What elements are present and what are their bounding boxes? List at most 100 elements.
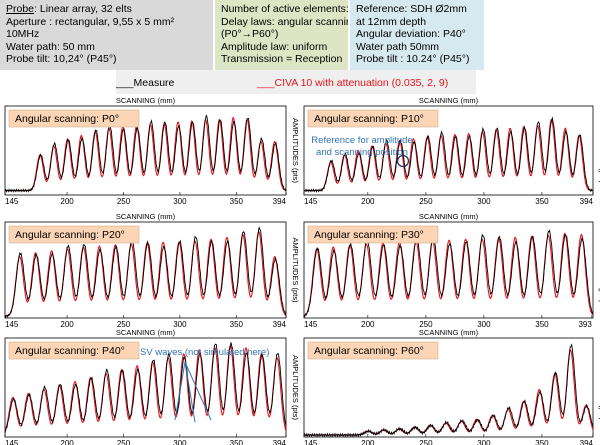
annotation-text: Reference for amplitude — [311, 135, 412, 146]
x-tick-label: 250 — [419, 197, 433, 206]
x-tick-label: 145 — [5, 439, 19, 445]
x-tick-label: 250 — [419, 439, 433, 445]
chart-panel: SCANNING (mm) AMPLITUDES (pts) 145 200 250 30… — [4, 212, 300, 329]
annotation-arrow — [184, 361, 196, 423]
chart-panel: SCANNING (mm) AMPLITUDES (pts) 145 200 250 30… — [303, 328, 600, 445]
chart-legend: ___Measure ___CIVA 10 with attenuation (… — [116, 70, 476, 94]
reference-line: Reference: SDH Ø2mm — [356, 3, 467, 15]
x-tick-label: 300 — [173, 197, 187, 206]
elements-info-box: Number of active elements: 32 Delay laws… — [215, 0, 348, 70]
x-tick-label: 145 — [5, 320, 19, 329]
reference-line: Water path 50mm — [356, 40, 440, 53]
panel-title: Angular scanning: P30° — [314, 229, 424, 241]
x-tick-label: 300 — [173, 320, 187, 329]
annotation-text: SV waves (not simulated here) — [140, 347, 269, 358]
y-axis-label: AMPLITUDES (pts) — [598, 237, 600, 303]
x-tick-label: 145 — [304, 320, 318, 329]
x-tick-label: 350 — [535, 197, 549, 206]
panel-title: Angular scanning: P40° — [15, 345, 125, 357]
x-tick-label: 300 — [477, 320, 491, 329]
annotation-arrow — [174, 361, 186, 421]
probe-label: Probe — [6, 3, 35, 15]
x-tick-label: 350 — [230, 439, 244, 445]
x-tick-label: 350 — [230, 197, 244, 206]
x-axis-label: SCANNING (mm) — [116, 328, 176, 337]
x-tick-label: 300 — [477, 439, 491, 445]
series-civa-curve — [4, 344, 287, 432]
elements-line: Number of active elements: 32 — [221, 3, 348, 15]
x-tick-label: 393 — [578, 320, 592, 329]
y-axis-label: AMPLITUDES (pts) — [598, 118, 600, 184]
legend-civa: ___CIVA 10 with attenuation (0.035, 2, 9… — [257, 77, 449, 89]
probe-line: 10MHz — [6, 28, 40, 41]
x-tick-label: 350 — [535, 439, 549, 445]
panel-title-box — [8, 225, 140, 244]
y-axis-label: AMPLITUDES (pts) — [291, 355, 300, 421]
x-tick-label: 145 — [304, 439, 318, 445]
series-measure-curve — [4, 114, 287, 193]
series-measure-curve — [303, 343, 594, 438]
panel-title: Angular scanning: P0° — [15, 113, 119, 125]
series-measure-curve — [303, 229, 594, 318]
x-tick-label: 200 — [60, 439, 74, 445]
x-axis-label: SCANNING (mm) — [116, 212, 176, 221]
annotation-text: and scanning position — [316, 147, 408, 158]
elements-line: Amplitude law: uniform — [221, 40, 328, 53]
probe-line: Aperture : rectangular, 9,55 x 5 mm² — [6, 15, 175, 28]
x-tick-label: 200 — [60, 197, 74, 206]
x-tick-label: 200 — [361, 197, 375, 206]
x-tick-label: 394 — [273, 439, 287, 445]
panel-title-box — [307, 225, 439, 244]
panel-title-box — [307, 341, 439, 360]
panel-title-box — [8, 109, 140, 128]
probe-line: Probe tilt: 10,24° (P45°) — [6, 53, 117, 66]
panel-title-box — [8, 341, 140, 360]
x-tick-label: 394 — [580, 197, 594, 206]
x-tick-label: 350 — [230, 320, 244, 329]
x-tick-label: 145 — [5, 197, 19, 206]
x-axis-label: SCANNING (mm) — [419, 328, 479, 337]
x-tick-label: 250 — [117, 197, 131, 206]
probe-info-box: Probe: Linear array, 32 elts Aperture : … — [0, 0, 213, 70]
probe-first-line: Probe: Linear array, 32 elts — [6, 3, 207, 16]
probe-text: : Linear array, 32 elts — [34, 3, 132, 15]
x-tick-label: 200 — [60, 320, 74, 329]
x-tick-label: 250 — [117, 320, 131, 329]
x-tick-label: 250 — [419, 320, 433, 329]
chart-panel: SCANNING (mm) AMPLITUDES (pts) 145 200 250 30… — [303, 96, 600, 206]
reference-line: at 12mm depth — [356, 15, 427, 28]
x-tick-label: 200 — [361, 439, 375, 445]
x-tick-label: 200 — [361, 320, 375, 329]
chart-panel: SCANNING (mm) AMPLITUDES (pts) 145 200 250 30… — [4, 96, 300, 206]
elements-line: Transmission = Reception — [221, 53, 343, 66]
elements-line: Delay laws: angular scanning — [221, 15, 348, 28]
x-tick-label: 394 — [580, 439, 594, 445]
y-axis-label: AMPLITUDES (pts) — [291, 237, 300, 303]
x-axis-label: SCANNING (mm) — [419, 96, 479, 105]
reference-marker — [396, 154, 410, 168]
panel-title: Angular scanning: P20° — [15, 229, 125, 241]
x-tick-label: 394 — [273, 320, 287, 329]
panel-title-box — [307, 109, 439, 128]
x-tick-label: 300 — [173, 439, 187, 445]
y-axis-label: AMPLITUDES (pts) — [291, 118, 300, 184]
y-axis-label: AMPLITUDES (pts) — [598, 355, 600, 421]
probe-line: Water path: 50 mm — [6, 40, 95, 53]
chart-panel: SCANNING (mm) AMPLITUDES (pts) 145 200 250 30… — [4, 328, 300, 445]
reference-line: Probe tilt : 10.24° (P45°) — [356, 53, 470, 66]
series-measure-curve — [303, 116, 594, 193]
series-measure-curve — [4, 226, 287, 319]
x-tick-label: 250 — [117, 439, 131, 445]
panel-title: Angular scanning: P10° — [314, 113, 424, 125]
x-tick-label: 350 — [535, 320, 549, 329]
series-measure-curve — [4, 342, 287, 433]
x-axis-label: SCANNING (mm) — [116, 96, 176, 105]
chart-panel: SCANNING (mm) AMPLITUDES (pts) 145 200 250 30… — [303, 212, 600, 329]
x-tick-label: 394 — [273, 197, 287, 206]
elements-line: (P0°→P60°) — [221, 28, 279, 41]
reference-line: Angular deviation: P40° — [356, 28, 466, 41]
annotation-arrow — [184, 361, 212, 421]
x-axis-label: SCANNING (mm) — [419, 212, 479, 221]
reference-info-box: Reference: SDH Ø2mm at 12mm depth Angula… — [350, 0, 484, 70]
